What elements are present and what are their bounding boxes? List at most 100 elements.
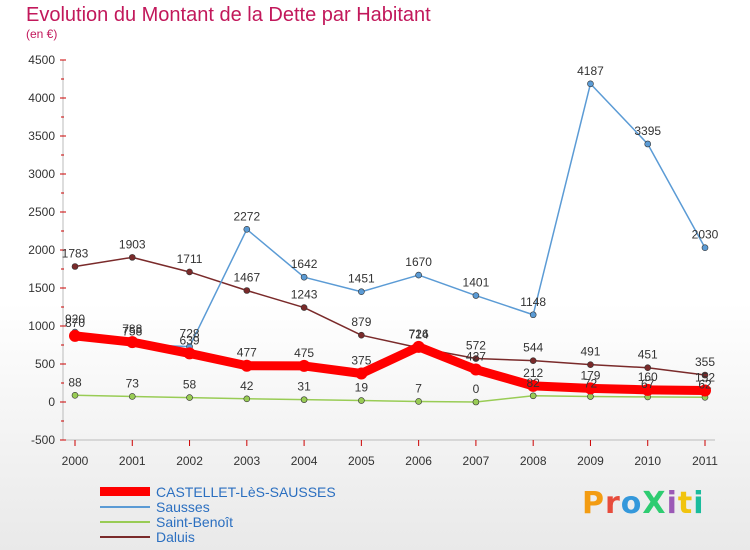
data-point xyxy=(71,392,79,399)
data-label: 491 xyxy=(580,345,600,359)
legend-swatch xyxy=(100,520,150,523)
x-tick-label: 2007 xyxy=(463,454,490,468)
data-label: 451 xyxy=(638,348,658,362)
data-label: 726 xyxy=(409,327,429,341)
data-label: 82 xyxy=(527,376,541,390)
data-point xyxy=(126,336,139,349)
data-point xyxy=(472,355,480,362)
x-tick-label: 2005 xyxy=(348,454,375,468)
data-point xyxy=(298,359,311,372)
data-label: 788 xyxy=(122,322,142,336)
data-point xyxy=(355,367,368,380)
legend-label: Sausses xyxy=(156,498,210,515)
data-label: 477 xyxy=(237,346,257,360)
data-point xyxy=(529,311,537,319)
data-point xyxy=(472,292,480,299)
data-point xyxy=(358,331,365,339)
data-point xyxy=(300,273,308,281)
x-tick-label: 2003 xyxy=(233,454,260,468)
data-label: 19 xyxy=(355,381,369,395)
data-label: 212 xyxy=(523,366,543,380)
data-label: 427 xyxy=(466,350,486,364)
data-label: 2272 xyxy=(233,209,260,223)
data-point xyxy=(69,329,81,342)
data-point xyxy=(186,394,193,401)
legend-swatch xyxy=(100,505,150,508)
x-tick-label: 2004 xyxy=(291,454,318,468)
legend-item-daluis: Daluis xyxy=(100,528,336,545)
data-label: 1670 xyxy=(405,255,432,269)
data-point xyxy=(472,398,480,406)
data-point xyxy=(644,364,652,372)
data-point xyxy=(644,140,652,148)
x-tick-label: 2006 xyxy=(405,454,432,468)
data-label: 2030 xyxy=(692,228,719,242)
legend-label: Saint-Benoît xyxy=(156,513,234,530)
y-tick-label: -500 xyxy=(31,433,55,447)
data-label: 1642 xyxy=(291,257,318,271)
y-tick-label: 4500 xyxy=(28,53,55,67)
data-label: 1148 xyxy=(520,295,546,309)
data-label: 58 xyxy=(183,378,197,392)
legend-label: Daluis xyxy=(156,528,195,545)
data-label: 1467 xyxy=(233,271,260,285)
legend-item-saint-benoit: Saint-Benoît xyxy=(100,513,336,530)
x-tick-label: 2010 xyxy=(634,454,661,468)
data-point xyxy=(300,396,308,403)
data-point xyxy=(701,244,709,252)
data-label: 1903 xyxy=(119,237,146,251)
proxiti-logo: ProXiti xyxy=(582,486,705,521)
chart-subtitle: (en €) xyxy=(26,27,58,41)
data-label: 544 xyxy=(523,341,543,355)
legend-swatch xyxy=(100,535,150,538)
data-label: 375 xyxy=(351,354,371,368)
x-tick-label: 2001 xyxy=(119,454,146,468)
y-tick-label: 3000 xyxy=(28,167,55,181)
data-point xyxy=(529,357,537,364)
logo-letter: i xyxy=(693,486,705,521)
x-tick-label: 2000 xyxy=(62,454,89,468)
logo-letter: o xyxy=(620,486,643,521)
data-label: 714 xyxy=(409,328,429,342)
logo-letter: r xyxy=(605,486,621,521)
data-label: 879 xyxy=(351,315,371,329)
x-tick-label: 2002 xyxy=(176,454,203,468)
y-tick-label: 0 xyxy=(48,395,55,409)
series-line-2 xyxy=(74,394,706,403)
legend-swatch xyxy=(100,487,150,496)
data-point xyxy=(529,392,537,400)
data-point xyxy=(183,347,196,360)
data-point xyxy=(587,80,594,88)
data-label: 572 xyxy=(466,339,486,353)
data-point xyxy=(587,393,594,400)
data-label: 7 xyxy=(415,381,422,395)
legend-item-castellet: CASTELLET-LèS-SAUSSES xyxy=(100,483,336,500)
legend: CASTELLET-LèS-SAUSSES Sausses Saint-Beno… xyxy=(100,483,336,545)
y-tick-label: 3500 xyxy=(28,129,55,143)
data-point xyxy=(243,287,251,294)
data-point xyxy=(415,398,422,405)
data-label: 62 xyxy=(698,377,712,391)
y-tick-label: 4000 xyxy=(28,91,55,105)
legend-label: CASTELLET-LèS-SAUSSES xyxy=(156,483,336,500)
logo-letter: X xyxy=(642,486,667,521)
data-label: 152 xyxy=(695,370,715,384)
x-tick-label: 2009 xyxy=(577,454,604,468)
data-point xyxy=(186,268,193,276)
data-point xyxy=(358,397,365,404)
y-tick-label: 1000 xyxy=(28,319,55,333)
data-label: 355 xyxy=(695,355,715,369)
logo-letter: P xyxy=(582,486,605,521)
data-label: 639 xyxy=(180,333,200,347)
data-point xyxy=(527,379,540,392)
data-label: 31 xyxy=(297,380,311,394)
data-point xyxy=(584,382,597,395)
data-label: 758 xyxy=(122,324,142,338)
data-point xyxy=(128,393,136,400)
data-label: 4187 xyxy=(577,64,604,78)
series-line-1 xyxy=(74,83,706,348)
data-point xyxy=(71,263,79,270)
y-tick-label: 1500 xyxy=(28,281,55,295)
data-label: 3395 xyxy=(634,124,661,138)
